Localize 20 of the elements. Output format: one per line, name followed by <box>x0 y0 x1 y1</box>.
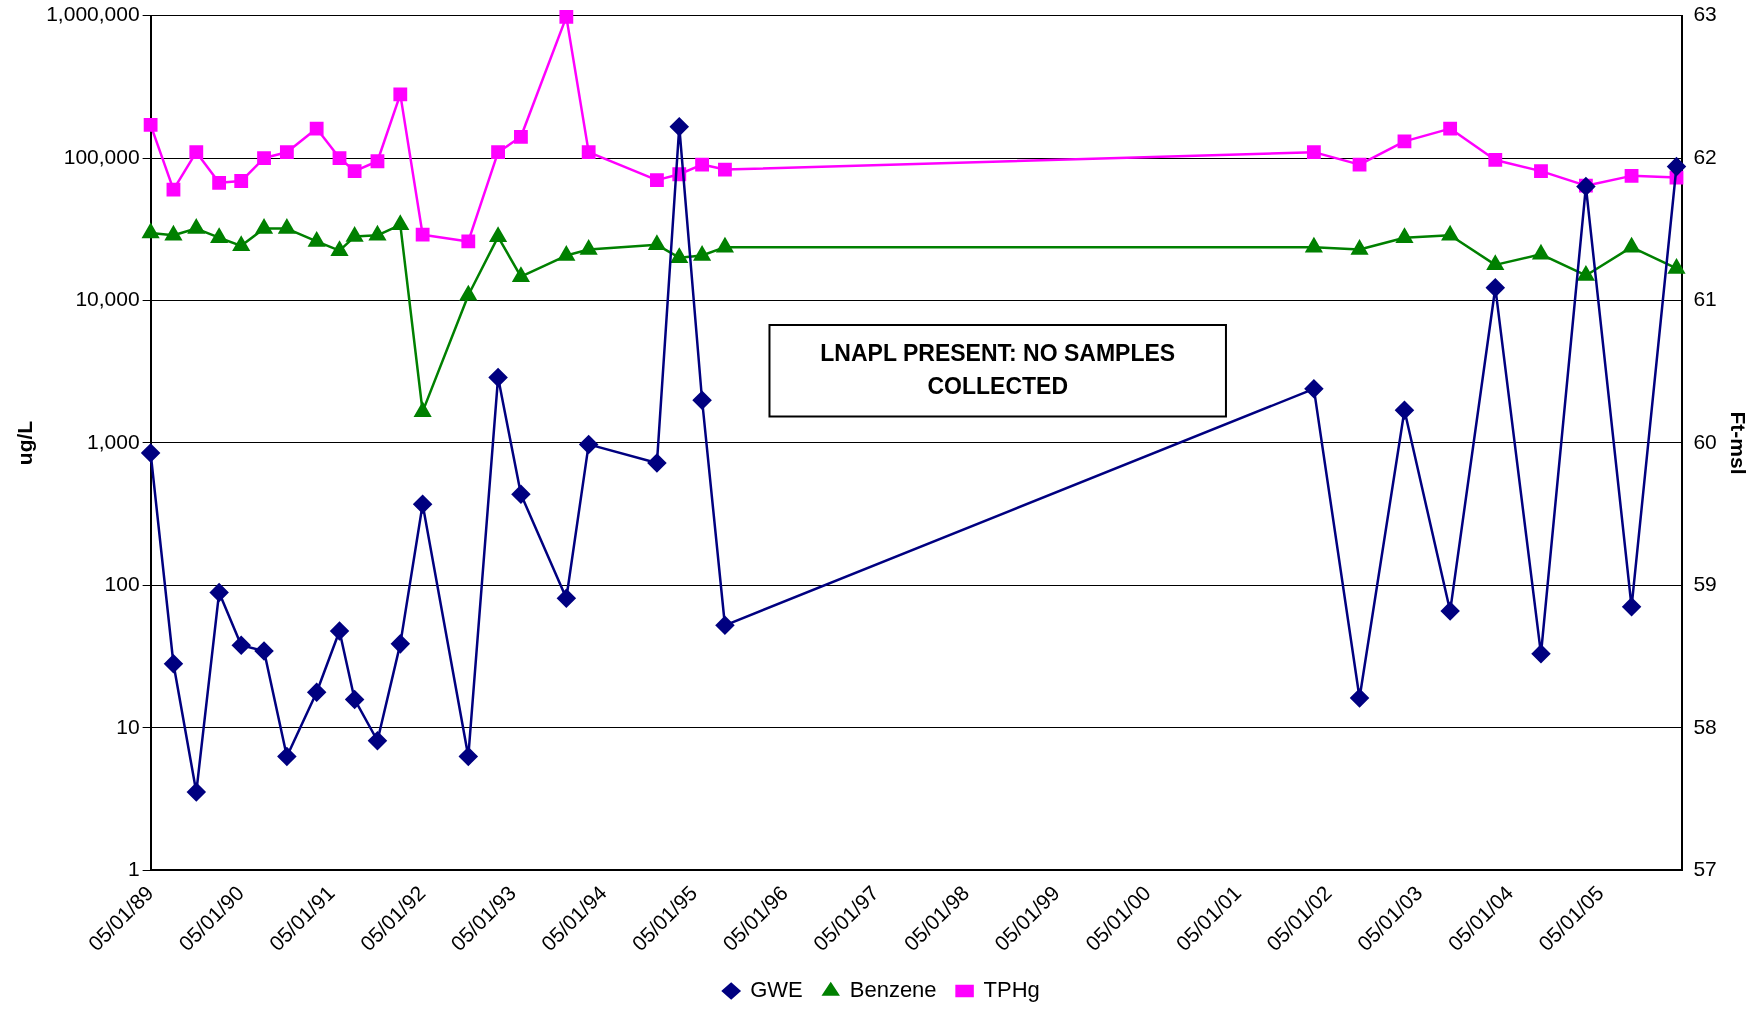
legend-label: GWE <box>750 977 803 1003</box>
y-tick-label: 10,000 <box>75 287 140 311</box>
y2-tick-label: 59 <box>1693 572 1717 596</box>
legend-label: TPHg <box>983 977 1040 1003</box>
annotation: LNAPL PRESENT: NO SAMPLES COLLECTED <box>820 339 1176 399</box>
y2-tick-label: 61 <box>1693 287 1717 311</box>
y2-tick-label: 63 <box>1693 2 1717 26</box>
y2-tick-label: 62 <box>1693 144 1717 168</box>
y2-axis-title: Ft-msl <box>1726 411 1750 475</box>
legend-label: Benzene <box>849 977 937 1003</box>
y-tick-label: 100 <box>104 572 140 596</box>
y-tick-label: 100,000 <box>63 144 140 168</box>
y2-tick-label: 58 <box>1693 714 1717 738</box>
y2-tick-label: 60 <box>1693 429 1717 453</box>
y-tick-label: 10 <box>116 714 140 738</box>
y-tick-label: 1,000,000 <box>46 2 140 26</box>
y-tick-label: 1,000 <box>87 429 140 453</box>
y-tick-label: 1 <box>127 857 140 881</box>
y2-tick-label: 57 <box>1693 857 1717 881</box>
y-axis-title: ug/L <box>13 420 37 466</box>
